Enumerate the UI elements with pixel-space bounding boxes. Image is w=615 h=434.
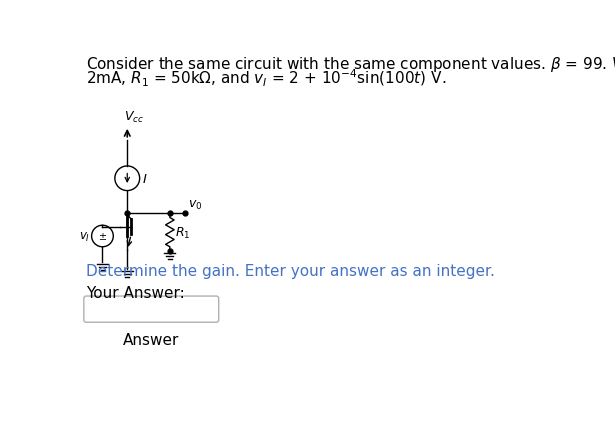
FancyBboxPatch shape bbox=[84, 296, 219, 322]
Text: $V_{cc}$: $V_{cc}$ bbox=[124, 110, 144, 125]
Text: $v_0$: $v_0$ bbox=[188, 199, 202, 212]
Text: Consider the same circuit with the same component values. $\beta$ = 99. $V_{CC}$: Consider the same circuit with the same … bbox=[86, 54, 615, 73]
Text: $R_1$: $R_1$ bbox=[175, 225, 191, 240]
Text: 2mA, $R_1$ = 50k$\Omega$, and $v_I$ = 2 + 10$^{-4}$sin(100$t$) V.: 2mA, $R_1$ = 50k$\Omega$, and $v_I$ = 2 … bbox=[86, 68, 446, 89]
Text: Determine the gain. Enter your answer as an integer.: Determine the gain. Enter your answer as… bbox=[86, 263, 495, 278]
Text: Your Answer:: Your Answer: bbox=[86, 285, 185, 300]
Text: Answer: Answer bbox=[123, 332, 180, 348]
Text: $v_I$: $v_I$ bbox=[79, 230, 90, 243]
Text: $I$: $I$ bbox=[142, 172, 148, 185]
Text: $\pm$: $\pm$ bbox=[98, 231, 107, 242]
